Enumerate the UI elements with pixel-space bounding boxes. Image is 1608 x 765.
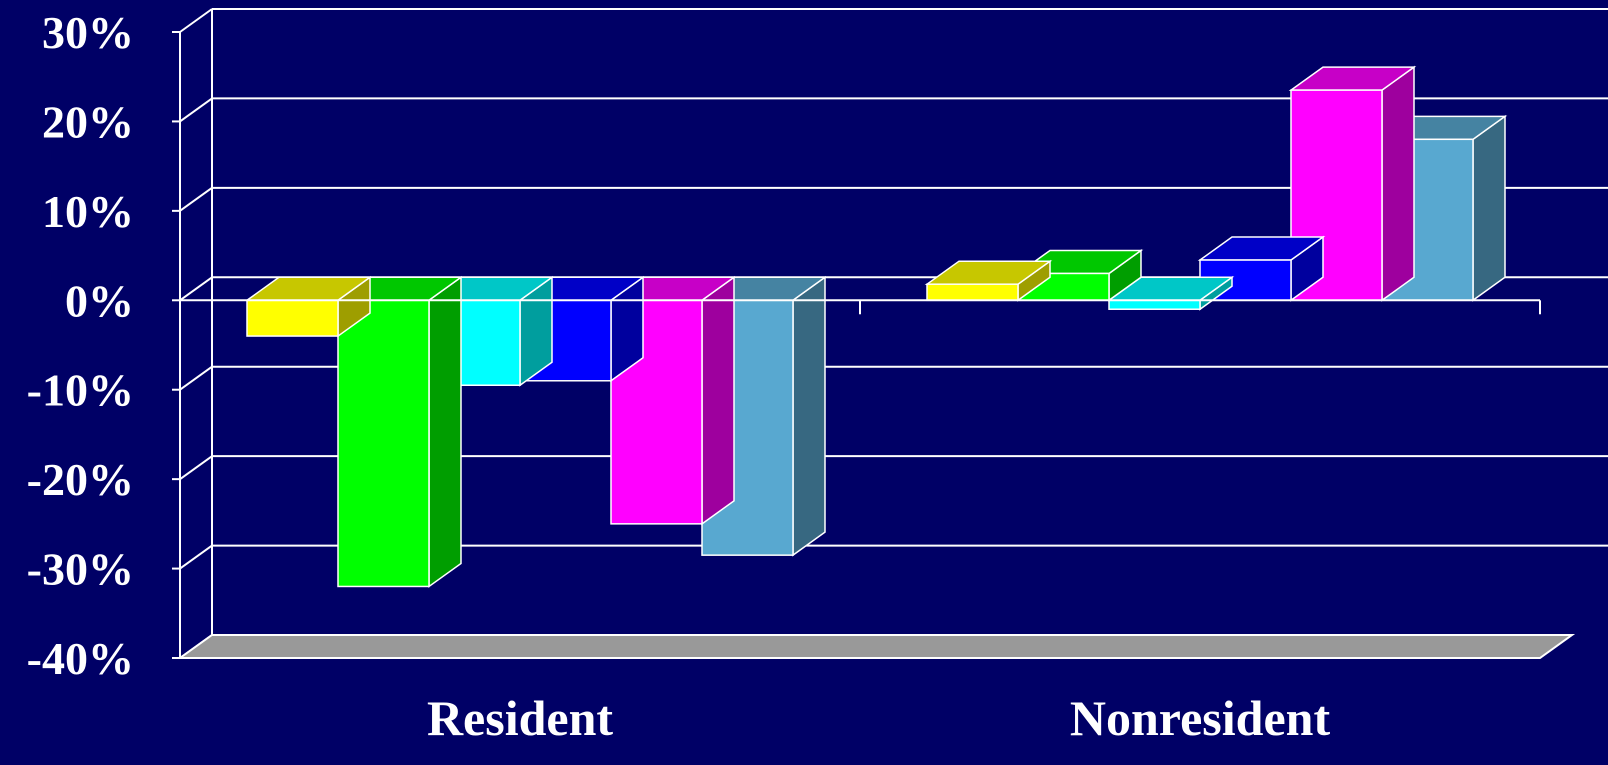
y-tick-label: -10% (27, 365, 134, 416)
category-label: Resident (427, 690, 613, 746)
bar-side (1472, 114, 1506, 302)
y-tick-labels: 30% 20% 10% 0% -10% -20% -30% -40% (27, 7, 134, 684)
gridline-side (179, 455, 213, 480)
y-tick-label: 20% (42, 96, 134, 147)
gridline-side (179, 365, 213, 391)
gridline-side (179, 276, 213, 302)
gridline-side (179, 544, 213, 570)
bar-side (792, 275, 826, 557)
bar-side (1381, 65, 1415, 302)
bar-side (428, 275, 462, 588)
y-tick-label: -20% (27, 454, 134, 505)
bar (608, 275, 737, 526)
gridline-side (179, 8, 213, 33)
category-label: Nonresident (1070, 690, 1331, 746)
y-tick-label: -30% (27, 544, 134, 595)
gridline-side (179, 97, 213, 123)
chart-floor (176, 634, 1576, 659)
bar (1288, 65, 1417, 302)
y-tick-label: 30% (42, 7, 134, 58)
y-tick-label: 0% (65, 275, 134, 326)
bar-front (337, 299, 430, 588)
bars (179, 65, 1541, 588)
y-tick-label: 10% (42, 186, 134, 237)
chart-floor-plane (176, 634, 1576, 659)
bar-front (1108, 299, 1201, 310)
gridline-side (179, 187, 213, 212)
category-labels: Resident Nonresident (427, 690, 1331, 746)
bar (244, 275, 373, 338)
bar-front (926, 283, 1019, 302)
bar-side (701, 275, 735, 526)
y-tick-label: -40% (27, 633, 134, 684)
bar-front (246, 299, 339, 337)
bar (924, 259, 1053, 302)
